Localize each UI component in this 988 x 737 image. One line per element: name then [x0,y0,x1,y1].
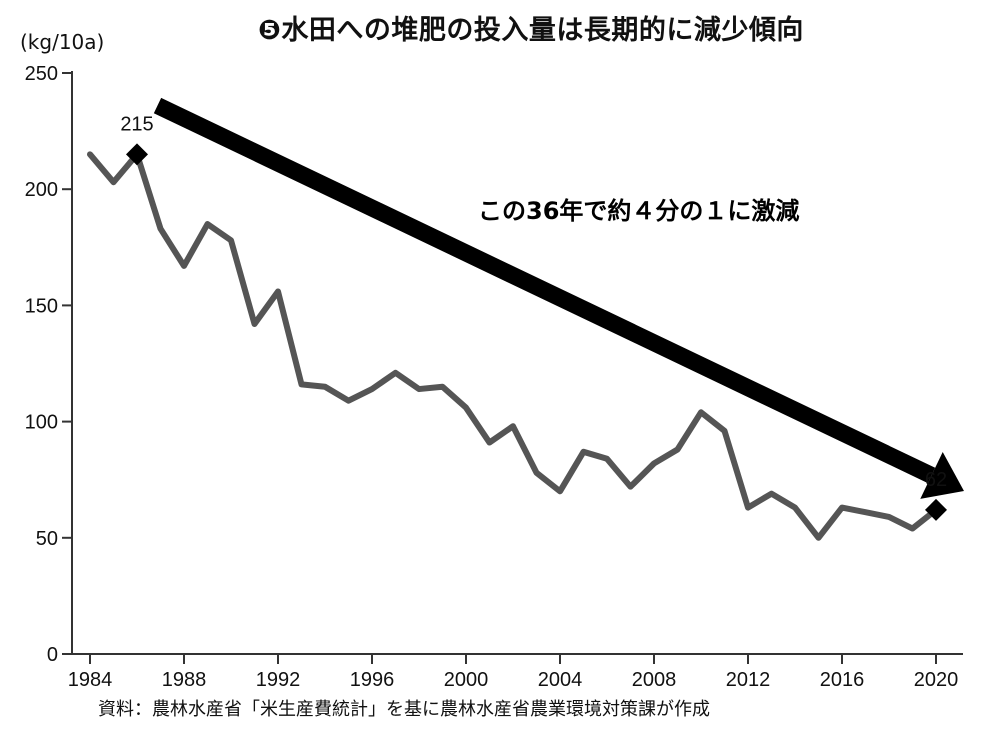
x-tick-label: 2020 [914,669,959,691]
chart-title: ❺水田への堆肥の投入量は長期的に減少傾向 [258,15,804,46]
y-tick-label: 250 [25,63,58,85]
x-tick-label: 2016 [820,669,865,691]
y-axis-unit-label: (kg/10a) [20,30,105,54]
x-tick-label: 2012 [726,669,771,691]
trend-annotation: この36年で約４分の１に激減 [478,197,799,225]
trend-arrow-head [920,451,964,499]
x-tick-label: 2004 [538,669,583,691]
highlight-data-label: 215 [120,113,153,135]
y-tick-label: 200 [25,179,58,201]
highlight-marker [126,143,148,166]
highlight-data-label: 62 [925,469,947,491]
x-tick-label: 1996 [350,669,395,691]
highlight-marker [925,498,947,521]
y-tick-label: 0 [47,644,58,666]
y-tick-label: 100 [25,412,58,434]
x-tick-label: 2000 [444,669,489,691]
source-note: 資料：農林水産省「米生産費統計」を基に農林水産省農業環境対策課が作成 [98,699,710,720]
y-tick-label: 150 [25,295,58,317]
x-tick-label: 1988 [162,669,207,691]
y-tick-label: 50 [36,528,58,550]
x-tick-label: 1984 [68,669,113,691]
x-tick-label: 1992 [256,669,301,691]
trend-arrow-shaft [153,97,936,484]
x-tick-label: 2008 [632,669,677,691]
